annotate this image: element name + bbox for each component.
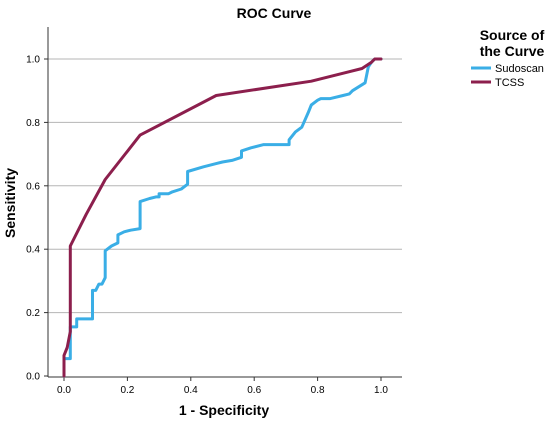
y-tick-label-4: 0.8 xyxy=(26,118,40,129)
y-tick-label-0: 0.0 xyxy=(26,372,40,383)
x-axis-title: 1 - Specificity xyxy=(179,402,269,418)
legend-label-tcss: TCSS xyxy=(495,77,524,89)
legend-label-sudoscan: Sudoscan xyxy=(495,63,544,75)
chart-title: ROC Curve xyxy=(237,5,312,21)
y-axis-title: Sensitivity xyxy=(2,168,18,238)
series-line-tcss xyxy=(62,57,383,378)
series-line-sudoscan xyxy=(62,57,383,378)
legend: Source of the Curve Sudoscan TCSS xyxy=(471,27,545,89)
y-tick-label-5: 1.0 xyxy=(26,55,40,66)
x-tick-label-3: 0.6 xyxy=(247,385,261,396)
axes-layer: 0.0 0.2 0.4 0.6 0.8 1.0 0.0 0.2 0.4 0.6 0.8 1.0 xyxy=(26,27,402,396)
x-tick-label-1: 0.2 xyxy=(120,385,134,396)
y-tick-label-3: 0.6 xyxy=(26,181,40,192)
y-tick-label-2: 0.4 xyxy=(26,245,40,256)
x-tick-label-2: 0.4 xyxy=(184,385,198,396)
x-tick-label-0: 0.0 xyxy=(57,385,71,396)
series-layer xyxy=(62,57,383,378)
x-tick-label-5: 1.0 xyxy=(374,385,388,396)
legend-title-line-2: the Curve xyxy=(480,43,545,59)
legend-title-line-1: Source of xyxy=(480,27,545,43)
x-tick-label-4: 0.8 xyxy=(311,385,325,396)
y-tick-label-1: 0.2 xyxy=(26,308,40,319)
